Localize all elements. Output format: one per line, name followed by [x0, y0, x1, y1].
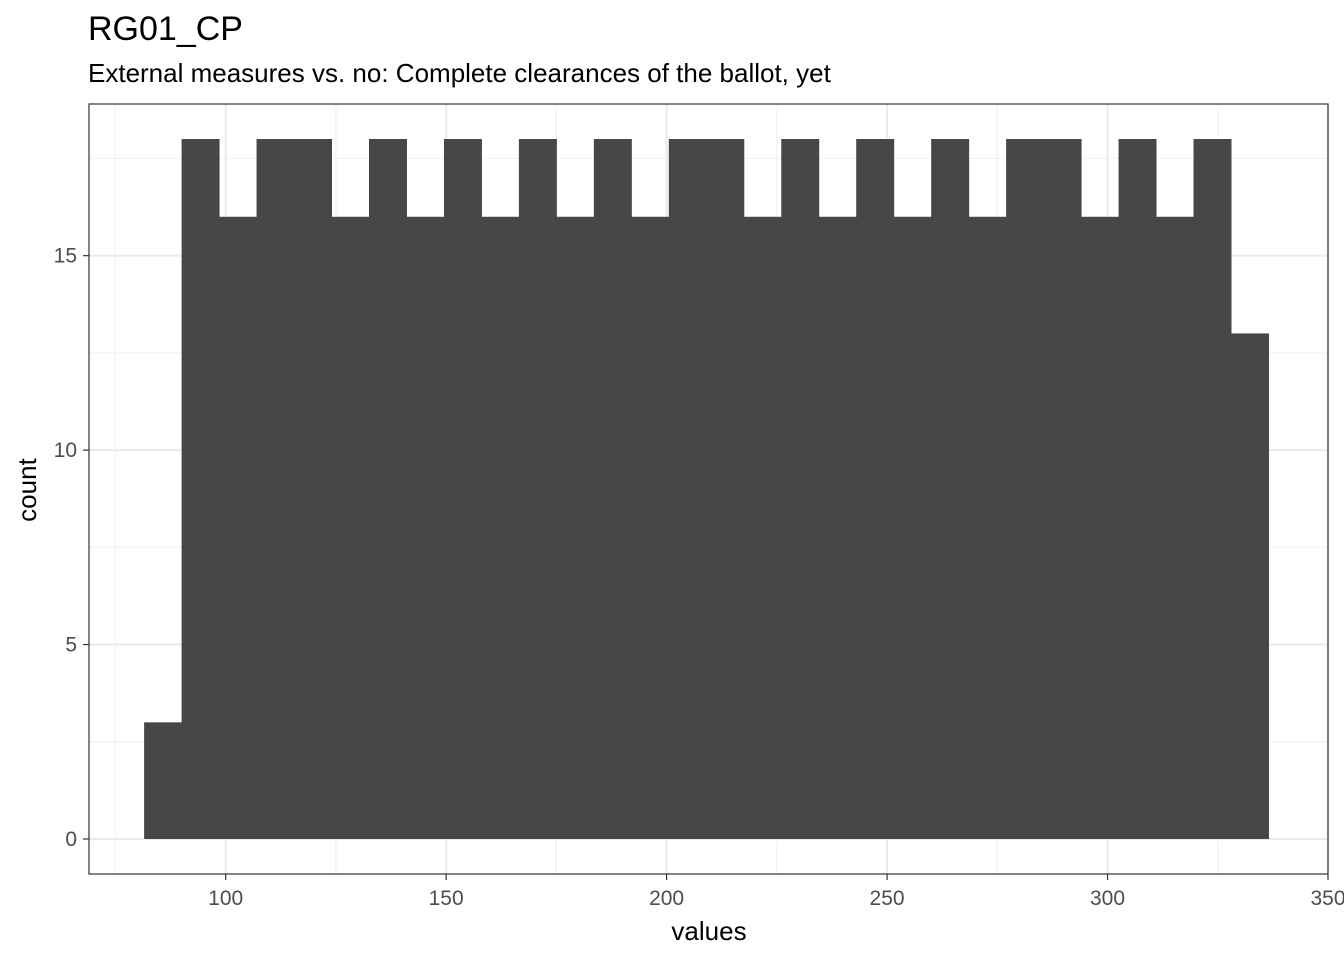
x-tick-label: 300 — [1090, 887, 1125, 910]
x-tick-label: 250 — [870, 887, 905, 910]
histogram-bar — [1156, 216, 1195, 839]
x-axis: 100 150 200 250 300 350 — [208, 874, 1344, 910]
histogram-bar — [368, 139, 407, 839]
histogram-bar — [1230, 333, 1269, 839]
histogram-bar — [893, 216, 932, 839]
y-tick-label: 0 — [65, 828, 77, 851]
x-tick-label: 150 — [429, 887, 464, 910]
histogram-bar — [1118, 139, 1157, 839]
histogram-bar — [668, 139, 707, 839]
histogram-bar — [256, 139, 295, 839]
histogram-bar — [968, 216, 1007, 839]
histogram-bar — [593, 139, 632, 839]
histogram-bar — [219, 216, 258, 839]
histogram-bar — [781, 139, 820, 839]
histogram-bar — [1081, 216, 1120, 839]
x-tick-label: 100 — [208, 887, 243, 910]
x-tick-label: 200 — [649, 887, 684, 910]
x-axis-title: values — [671, 916, 746, 946]
histogram-bar — [743, 216, 782, 839]
histogram-bars — [144, 139, 1269, 839]
histogram-bar — [856, 139, 895, 839]
histogram-bar — [556, 216, 595, 839]
histogram-bar — [631, 216, 670, 839]
histogram-bar — [818, 216, 857, 839]
histogram-bar — [406, 216, 445, 839]
histogram-bar — [331, 216, 370, 839]
histogram-bar — [144, 722, 183, 839]
chart-subtitle: External measures vs. no: Complete clear… — [88, 58, 832, 88]
y-tick-label: 15 — [54, 245, 77, 268]
histogram-bar — [443, 139, 482, 839]
histogram-bar — [481, 216, 520, 839]
histogram-bar — [931, 139, 970, 839]
histogram-bar — [1043, 139, 1082, 839]
y-axis-title: count — [12, 457, 42, 521]
histogram-bar — [1193, 139, 1232, 839]
chart-title: RG01_CP — [88, 10, 243, 48]
y-tick-label: 5 — [65, 634, 77, 657]
histogram-bar — [294, 139, 333, 839]
histogram-bar — [518, 139, 557, 839]
x-tick-label: 350 — [1310, 887, 1344, 910]
histogram-bar — [706, 139, 745, 839]
histogram-bar — [1006, 139, 1045, 839]
y-tick-label: 10 — [54, 439, 77, 462]
histogram-bar — [181, 139, 220, 839]
y-axis: 0 5 10 15 — [54, 245, 89, 851]
panel-border — [88, 103, 1329, 875]
